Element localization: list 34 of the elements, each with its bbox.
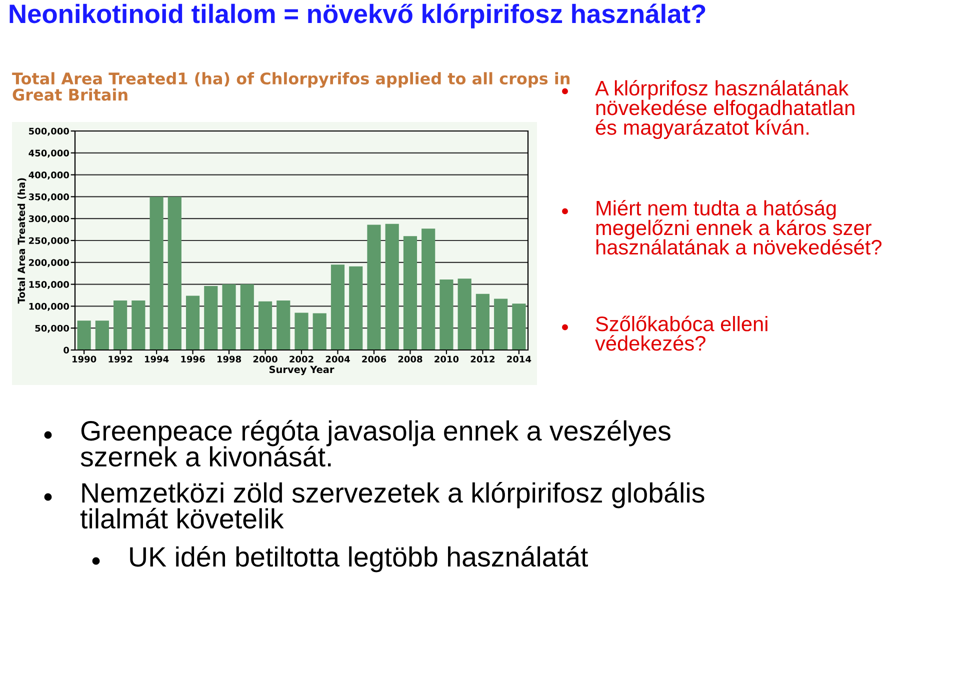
y-axis-title: Total Area Treated (ha) bbox=[18, 178, 26, 304]
x-tick-label: 2008 bbox=[398, 356, 422, 363]
text: Greenpeace régóta javasolja ennek a veszélyes szernek a kivonását. bbox=[80, 420, 670, 467]
text: UK idén betiltotta legtöbb használatát bbox=[130, 546, 588, 572]
y-tick-label: 0 bbox=[64, 346, 70, 354]
y-tick-label: 300,000 bbox=[28, 215, 70, 224]
x-tick-label: 2004 bbox=[326, 356, 350, 363]
y-tick-label: 200,000 bbox=[29, 259, 70, 268]
x-tick-label: 1990 bbox=[72, 356, 96, 363]
text: Szőlőkabóca elleni védekezés? bbox=[595, 316, 768, 351]
y-tick-label: 100,000 bbox=[29, 302, 70, 311]
y-tick-label: 350,000 bbox=[28, 193, 70, 202]
y-tick-label: 400,000 bbox=[28, 172, 70, 180]
text: Miért nem tudta a hatóság megelőzni ennek a káros szer használatának a növekedését? bbox=[596, 200, 882, 255]
y-tick-label: 500,000 bbox=[29, 128, 70, 136]
chart-title: Neonikotinoid tilalom = növekvő klórpirifosz használat? bbox=[10, 4, 706, 28]
x-tick-label: 2014 bbox=[507, 356, 532, 363]
x-tick-label: 1992 bbox=[108, 356, 132, 363]
chart-subtitle: Total Area Treated1 (ha) of Chlorpyrifos applied to all crops in Great Britain bbox=[12, 72, 570, 101]
text: A klórprifosz használatának növekedése elfogadhatatlan és magyarázatot kíván. bbox=[595, 80, 854, 139]
x-tick-label: 1998 bbox=[217, 356, 242, 363]
x-tick-label: 2002 bbox=[290, 356, 314, 363]
x-tick-label: 2012 bbox=[470, 356, 494, 363]
y-tick-label: 150,000 bbox=[29, 281, 70, 290]
y-tick-label: 450,000 bbox=[28, 150, 70, 158]
y-tick-label: 250,000 bbox=[29, 237, 70, 246]
text: Nemzetközi zöld szervezetek a klórpirifosz globális tilalmát követelik bbox=[80, 482, 704, 529]
x-axis-title: Survey Year bbox=[269, 366, 334, 376]
x-tick-label: 2000 bbox=[253, 356, 278, 363]
x-tick-label: 2006 bbox=[362, 356, 386, 363]
x-tick-label: 2010 bbox=[434, 356, 459, 363]
x-tick-label: 1996 bbox=[181, 356, 205, 363]
y-tick-label: 50,000 bbox=[35, 324, 70, 333]
x-tick-label: 1994 bbox=[144, 356, 169, 363]
